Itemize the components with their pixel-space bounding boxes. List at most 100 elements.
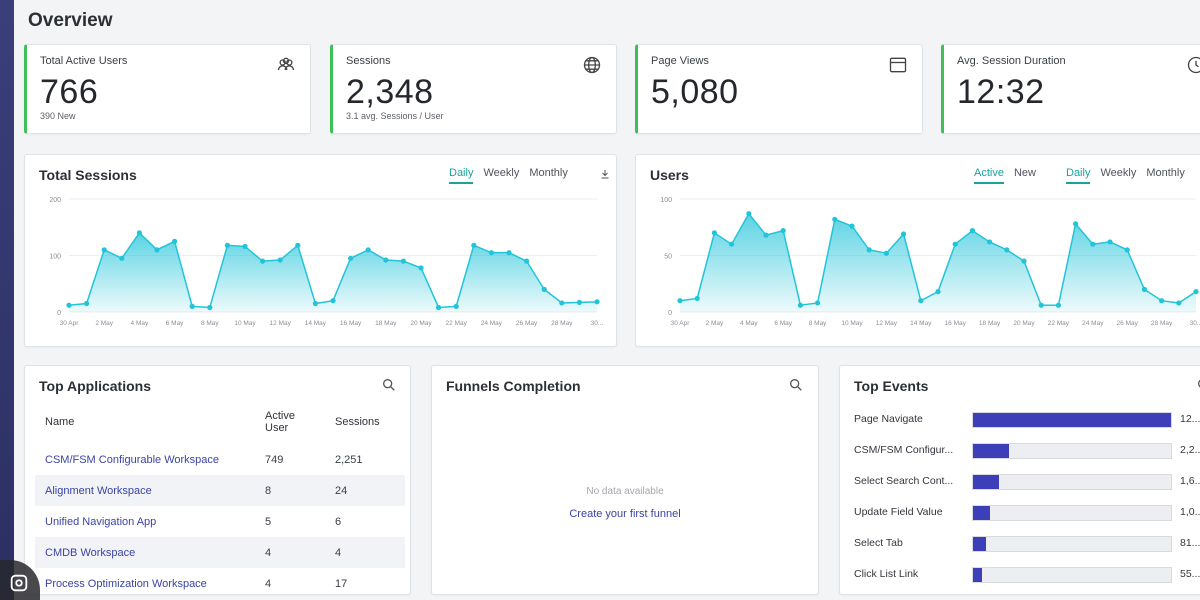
event-value: 81...: [1180, 537, 1200, 549]
x-tick-label: 24 May: [1082, 320, 1104, 327]
data-point: [471, 242, 477, 248]
data-point: [66, 302, 72, 308]
tab-weekly[interactable]: Weekly: [1100, 167, 1137, 179]
column-header-active-user[interactable]: Active User: [265, 410, 295, 434]
active-user-cell: 749: [265, 453, 284, 466]
data-point: [101, 247, 107, 253]
kpi-subtext: 3.1 avg. Sessions / User: [346, 111, 444, 121]
data-point: [541, 286, 547, 292]
search-icon[interactable]: [788, 377, 804, 393]
event-label: Update Field Value: [854, 506, 943, 518]
app-name-link[interactable]: Unified Navigation App: [45, 515, 157, 528]
x-tick-label: 28 May: [551, 320, 573, 327]
search-icon[interactable]: [381, 377, 397, 393]
x-tick-label: 26 May: [516, 320, 538, 327]
data-point: [849, 223, 855, 229]
app-name-link[interactable]: CMDB Workspace: [35, 537, 255, 568]
x-tick-label: 2 May: [706, 320, 724, 327]
tab-weekly[interactable]: Weekly: [483, 167, 520, 179]
x-tick-label: 2 May: [95, 320, 113, 327]
app-name-link[interactable]: Alignment Workspace: [35, 475, 255, 506]
search-icon[interactable]: [1196, 377, 1200, 393]
event-row[interactable]: Click List Link 55...: [854, 565, 1200, 585]
top-applications-card: Top Applications Name Active User Sessio…: [24, 365, 411, 595]
kpi-card-sessions: Sessions 2,348 3.1 avg. Sessions / User: [330, 44, 617, 134]
event-bar-track: [972, 474, 1172, 490]
x-tick-label: 12 May: [876, 320, 898, 327]
download-icon[interactable]: [599, 168, 611, 180]
event-value: 12...: [1180, 413, 1200, 425]
data-point: [189, 303, 195, 309]
toggle-active[interactable]: Active: [974, 167, 1004, 184]
page-title: Overview: [28, 10, 113, 31]
card-title: Funnels Completion: [446, 378, 581, 394]
event-label: CSM/FSM Configur...: [854, 444, 954, 456]
event-row[interactable]: Select Tab 81...: [854, 534, 1200, 554]
event-value: 1,0...: [1180, 506, 1200, 518]
card-title: Top Events: [854, 378, 929, 394]
app-name-link[interactable]: Process Optimization Workspace: [45, 577, 207, 590]
data-point: [524, 258, 530, 264]
y-tick-label: 0: [668, 310, 672, 317]
app-name-link[interactable]: CSM/FSM Configurable Workspace: [45, 453, 220, 466]
globe-icon: [583, 56, 601, 74]
funnels-completion-card: Funnels Completion No data available Cre…: [431, 365, 819, 595]
event-row[interactable]: Select Search Cont... 1,6...: [854, 472, 1200, 492]
kpi-subtext: 390 New: [40, 111, 76, 121]
card-title: Top Applications: [39, 378, 151, 394]
series-area: [69, 232, 597, 312]
event-row[interactable]: Update Field Value 1,0...: [854, 503, 1200, 523]
event-bar-track: [972, 443, 1172, 459]
data-point: [594, 299, 600, 305]
x-tick-label: 26 May: [1117, 320, 1139, 327]
y-tick-label: 0: [57, 310, 61, 317]
x-tick-label: 30...: [591, 320, 604, 327]
data-point: [1176, 300, 1182, 306]
event-row[interactable]: CSM/FSM Configur... 2,2...: [854, 441, 1200, 461]
data-point: [746, 211, 752, 217]
data-point: [260, 258, 266, 264]
x-tick-label: 16 May: [945, 320, 967, 327]
tab-monthly[interactable]: Monthly: [1146, 167, 1185, 179]
create-funnel-link[interactable]: Create your first funnel: [569, 508, 681, 520]
tab-daily[interactable]: Daily: [1066, 167, 1091, 184]
column-header-sessions[interactable]: Sessions: [335, 416, 380, 428]
y-tick-label: 100: [49, 254, 61, 261]
y-tick-label: 100: [660, 197, 672, 204]
data-point: [154, 247, 160, 253]
data-point: [935, 289, 941, 295]
event-bar-track: [972, 567, 1172, 583]
x-tick-label: 4 May: [740, 320, 758, 327]
x-tick-label: 14 May: [305, 320, 327, 327]
data-point: [918, 298, 924, 304]
column-header-name[interactable]: Name: [45, 416, 75, 428]
x-tick-label: 8 May: [809, 320, 827, 327]
toggle-new[interactable]: New: [1013, 167, 1036, 179]
tab-monthly[interactable]: Monthly: [529, 167, 568, 179]
data-point: [866, 247, 872, 253]
data-point: [1021, 258, 1027, 264]
event-bar-fill: [973, 475, 999, 489]
tab-daily[interactable]: Daily: [449, 167, 474, 184]
x-tick-label: 22 May: [1048, 320, 1070, 327]
users-area-chart: 100 50 0 30 Apr 2 May 4 May 6 May 8 May 10 May 12…: [660, 197, 1200, 327]
data-point: [952, 241, 958, 247]
data-point: [883, 250, 889, 256]
applications-table: Name Active User Sessions CSM/FSM Config…: [35, 404, 405, 599]
data-point: [1004, 247, 1010, 253]
user-type-toggle: Active New: [974, 167, 1036, 184]
data-point: [1055, 302, 1061, 308]
x-tick-label: 20 May: [410, 320, 432, 327]
x-tick-label: 30 Apr: [60, 320, 80, 327]
empty-state-text: No data available: [586, 486, 664, 497]
data-point: [677, 298, 683, 304]
data-point: [815, 300, 821, 306]
browser-window-icon: [889, 57, 907, 73]
data-point: [763, 232, 769, 238]
event-row[interactable]: Page Navigate 12...: [854, 410, 1200, 430]
data-point: [969, 228, 975, 234]
data-point: [506, 250, 512, 256]
data-point: [400, 258, 406, 264]
x-tick-label: 16 May: [340, 320, 362, 327]
data-point: [711, 230, 717, 236]
